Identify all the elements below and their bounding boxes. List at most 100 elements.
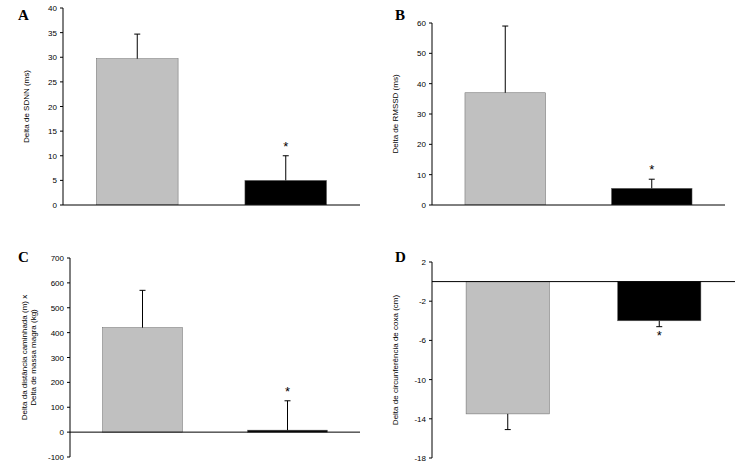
error-line <box>142 290 143 327</box>
y-axis-label: Delta de circunferência de coxa (cm) <box>391 295 400 426</box>
y-tick <box>67 307 70 308</box>
y-tick-label: 500 <box>51 304 65 313</box>
error-cap <box>140 290 146 291</box>
y-tick <box>429 418 432 419</box>
error-bar <box>134 34 140 59</box>
panel: B0102030405060Delta de RMSSD (ms)* <box>391 7 725 210</box>
y-tick-label: 50 <box>417 49 426 58</box>
marks <box>466 282 701 430</box>
y-tick <box>429 114 432 115</box>
error-line <box>651 179 652 188</box>
error-bar <box>502 26 508 93</box>
y-tick <box>60 131 63 132</box>
y-tick <box>60 155 63 156</box>
y-tick-label: 10 <box>417 171 426 180</box>
y-tick-label: 0 <box>422 201 427 210</box>
bar <box>245 180 327 205</box>
y-tick <box>67 357 70 358</box>
error-line <box>505 26 506 93</box>
y-tick-label: 25 <box>48 78 57 87</box>
error-cap <box>502 26 508 27</box>
bar <box>618 282 701 321</box>
panel: A0510152025303540Delta de SDNN (ms)* <box>18 4 360 210</box>
y-tick <box>60 205 63 206</box>
y-tick-label: 300 <box>51 354 65 363</box>
y-tick <box>429 174 432 175</box>
error-bar <box>656 321 662 327</box>
y-tick <box>429 458 432 459</box>
y-tick <box>429 379 432 380</box>
y-tick <box>429 340 432 341</box>
panel-title: B <box>395 7 405 23</box>
y-tick <box>60 81 63 82</box>
marks <box>465 26 692 205</box>
y-tick-label: 2 <box>422 258 427 267</box>
annotation: * <box>657 328 662 343</box>
y-tick <box>429 53 432 54</box>
y-axis <box>432 262 433 458</box>
y-tick-label: 0 <box>60 428 65 437</box>
x-axis <box>63 205 360 206</box>
y-tick <box>429 23 432 24</box>
y-tick-label: 700 <box>51 254 65 263</box>
error-bar <box>505 414 511 430</box>
y-tick <box>429 144 432 145</box>
error-bar <box>285 401 291 430</box>
y-tick-label: 10 <box>48 152 57 161</box>
error-cap <box>505 429 511 430</box>
y-tick-label: 20 <box>417 140 426 149</box>
y-tick-label: 40 <box>48 4 57 13</box>
error-bar <box>140 290 146 327</box>
y-tick <box>67 332 70 333</box>
y-tick-label: 600 <box>51 279 65 288</box>
error-line <box>285 156 286 181</box>
error-cap <box>285 400 291 401</box>
y-tick-label: 35 <box>48 29 57 38</box>
y-tick <box>429 205 432 206</box>
y-tick <box>60 106 63 107</box>
panel-title: A <box>18 7 29 23</box>
y-tick-label: -18 <box>414 454 426 463</box>
annotation: * <box>283 139 288 154</box>
y-axis-label: Delta de RMSSD (ms) <box>391 74 400 153</box>
y-tick <box>67 382 70 383</box>
figure: A 0 5 10 15 20 25 30 35 40 Delta de SDNN (ms) * B 0 10… <box>0 0 735 469</box>
y-tick <box>67 282 70 283</box>
y-tick <box>60 57 63 58</box>
marks <box>96 34 326 205</box>
bar <box>466 282 549 414</box>
error-cap <box>283 155 289 156</box>
panel-title: D <box>395 249 406 265</box>
y-axis-label: Delta da distância caminhada (m) xDelta … <box>20 295 38 420</box>
error-cap <box>649 179 655 180</box>
panel: C-1000100200300400500600700Delta da dist… <box>18 249 360 462</box>
y-tick-label: 15 <box>48 127 57 136</box>
error-bar <box>283 156 289 181</box>
panel-title: C <box>18 249 29 265</box>
error-line <box>507 414 508 430</box>
y-tick <box>60 8 63 9</box>
bar <box>611 188 692 205</box>
y-tick <box>60 180 63 181</box>
y-tick <box>67 432 70 433</box>
y-tick-label: 200 <box>51 378 65 387</box>
y-tick-label: 100 <box>51 403 65 412</box>
marks <box>103 290 328 432</box>
y-tick <box>67 258 70 259</box>
annotation: * <box>285 384 290 399</box>
error-cap <box>134 34 140 35</box>
bar <box>96 59 178 205</box>
y-tick <box>429 83 432 84</box>
y-tick <box>429 262 432 263</box>
y-tick <box>67 457 70 458</box>
y-tick-label: 30 <box>417 110 426 119</box>
y-axis-label: Delta de SDNN (ms) <box>22 70 31 143</box>
y-tick <box>60 32 63 33</box>
y-tick-label: 5 <box>53 176 58 185</box>
y-tick-label: -6 <box>419 336 427 345</box>
error-line <box>137 34 138 59</box>
y-tick-label: 60 <box>417 19 426 28</box>
panel: D-18-14-10-6-22Delta de circunferência d… <box>391 249 735 463</box>
error-bar <box>649 179 655 188</box>
y-tick-label: -2 <box>419 297 427 306</box>
